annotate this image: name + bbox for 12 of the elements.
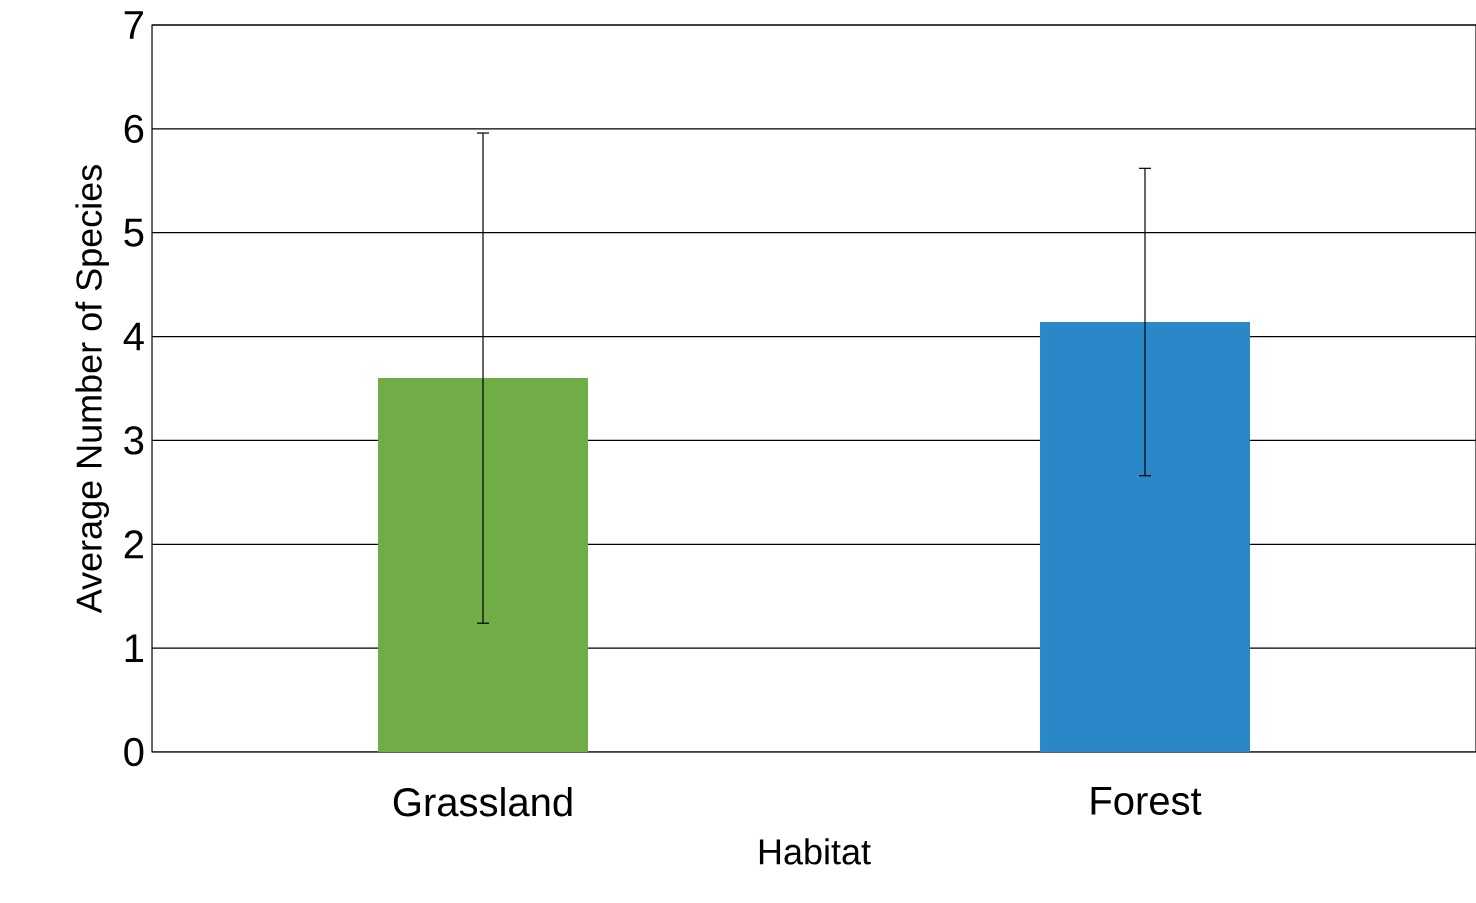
y-axis-title: Average Number of Species [75,165,109,614]
y-tick-label: 6 [124,114,144,143]
y-tick-label: 4 [123,322,144,351]
x-tick-label: Grassland [393,787,572,817]
y-tick-label: 5 [124,218,144,247]
x-axis-title: Habitat [759,838,871,865]
y-tick-label: 7 [124,11,143,39]
y-tick-label: 2 [124,530,143,559]
y-tick-label: 0 [124,737,144,767]
x-tick-label: Forest [1091,787,1202,815]
y-tick-label: 3 [124,426,144,455]
y-tick-label: 1 [125,634,143,662]
